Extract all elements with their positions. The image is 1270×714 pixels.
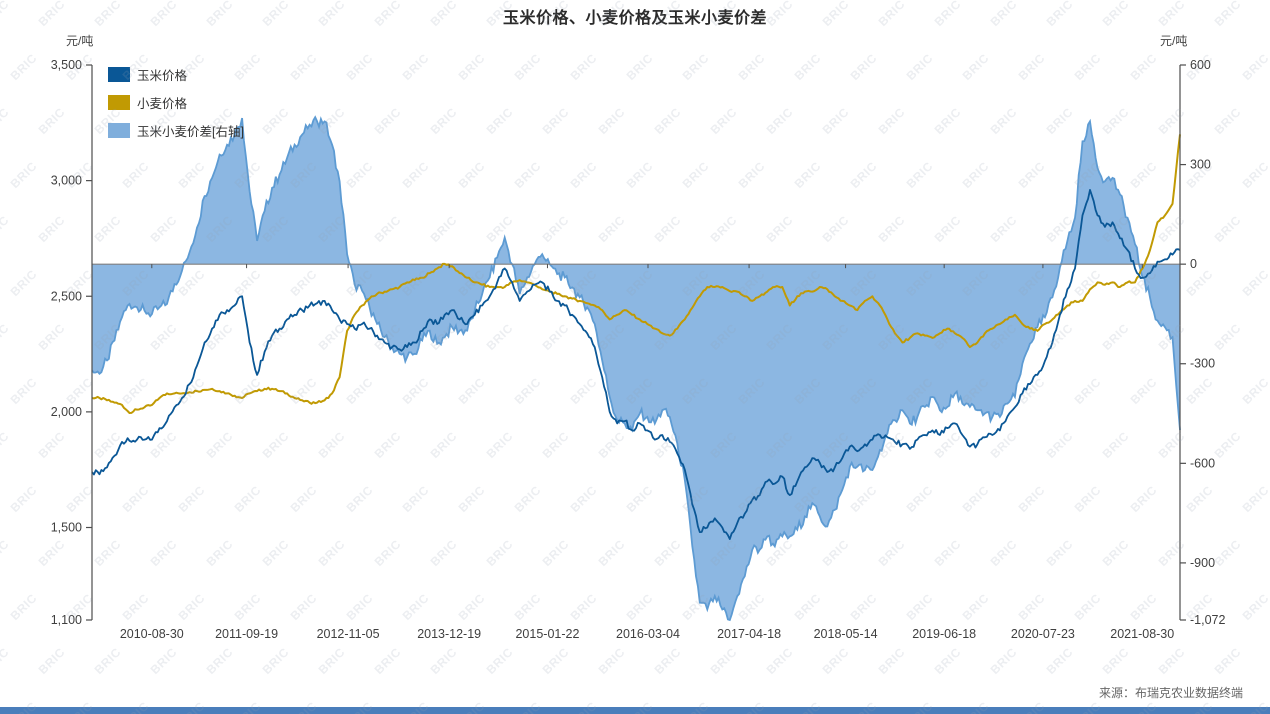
left-axis-tick-label: 3,000 [51,174,82,188]
x-axis-tick-label: 2012-11-05 [317,627,380,641]
x-axis-tick-label: 2019-06-18 [912,627,976,641]
x-axis-tick-label: 2017-04-18 [717,627,781,641]
left-axis-tick-label: 3,500 [51,58,82,72]
legend-label: 玉米价格 [137,68,188,83]
chart-title: 玉米价格、小麦价格及玉米小麦价差 [502,10,767,27]
x-axis-tick-label: 2013-12-19 [417,627,481,641]
right-axis-tick-label: -600 [1190,456,1215,470]
source-note: 来源：布瑞克农业数据终端 [1098,686,1243,700]
left-axis-tick-label: 2,500 [51,289,82,303]
left-axis-unit-label: 元/吨 [66,34,94,48]
legend-item-wheat[interactable]: 小麦价格 [108,92,244,112]
corn-legend-swatch-icon [108,66,130,82]
left-axis-tick-label: 2,000 [51,405,82,419]
corn-price-line [91,189,1181,540]
legend-label: 小麦价格 [137,96,188,111]
x-axis-tick-label: 2015-01-22 [515,627,579,641]
spread-legend-swatch-icon [108,122,130,138]
right-axis-unit-label: 元/吨 [1160,34,1188,48]
x-axis-tick-label: 2020-07-23 [1011,627,1075,641]
left-axis-tick-label: 1,500 [51,521,82,535]
x-axis-tick-label: 2021-08-30 [1110,627,1174,641]
x-axis-tick-label: 2011-09-19 [215,627,278,641]
right-axis-tick-label: 600 [1190,58,1211,72]
left-axis-tick-label: 1,100 [51,613,82,627]
x-axis-tick-label: 2016-03-04 [616,627,680,641]
right-axis-tick-label: 0 [1190,257,1197,271]
right-axis-tick-label: -1,072 [1190,613,1225,627]
wheat-price-line [91,134,1181,414]
right-axis-tick-label: -300 [1190,357,1215,371]
x-axis-tick-label: 2018-05-14 [814,627,878,641]
legend-item-corn[interactable]: 玉米价格 [108,64,244,84]
legend-label: 玉米小麦价差[右轴] [137,124,244,139]
legend: 玉米价格 小麦价格 玉米小麦价差[右轴] [108,64,244,148]
x-axis-tick-label: 2010-08-30 [120,627,184,641]
spread-area [92,117,1180,620]
footer-bar [0,707,1270,714]
wheat-legend-swatch-icon [108,94,130,110]
spread-outline [91,115,1181,622]
legend-item-spread[interactable]: 玉米小麦价差[右轴] [108,120,244,140]
right-axis-tick-label: -900 [1190,556,1215,570]
right-axis-tick-label: 300 [1190,158,1211,172]
